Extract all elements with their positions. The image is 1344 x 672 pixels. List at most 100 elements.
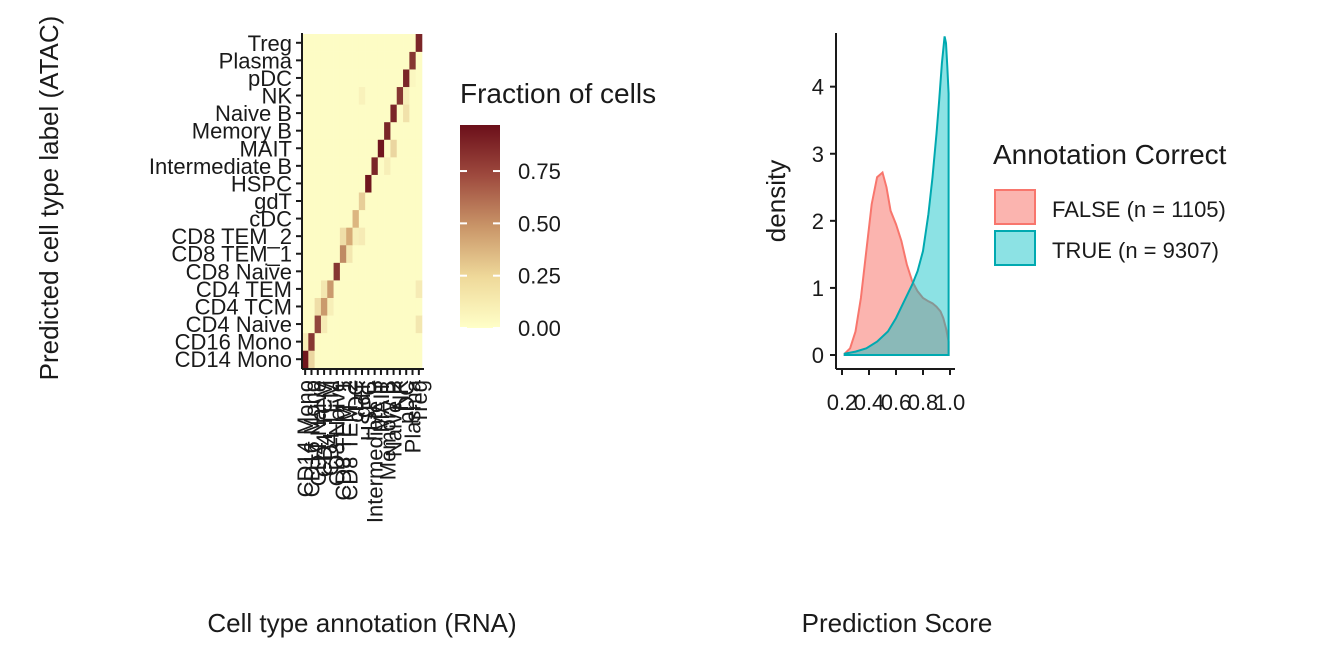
heatmap-x-tick-label: CD4 Naive	[306, 380, 331, 486]
heatmap-cell	[371, 51, 379, 70]
heatmap-cell	[415, 34, 423, 52]
heatmap-cell	[346, 51, 353, 70]
heatmap-x-axis-title: Cell type annotation (RNA)	[207, 608, 516, 638]
heatmap-cell	[308, 104, 315, 123]
density-y-tick-label: 4	[812, 75, 824, 100]
legend-key-false	[994, 189, 1036, 225]
heatmap-cell	[390, 51, 398, 70]
heatmap-cell	[365, 157, 372, 175]
heatmap-cell	[314, 332, 322, 351]
heatmap-cell	[377, 121, 385, 140]
heatmap-cell	[308, 262, 315, 281]
heatmap-cell	[314, 69, 322, 88]
heatmap-cell	[403, 297, 410, 316]
heatmap-cell	[390, 139, 398, 158]
heatmap-cell	[358, 86, 366, 105]
heatmap-cell	[320, 350, 328, 369]
heatmap-cell	[384, 244, 391, 263]
heatmap-y-tick-label: Treg	[248, 31, 292, 56]
heatmap-cell	[308, 174, 315, 193]
heatmap-cell	[396, 192, 404, 211]
heatmap-cell	[327, 350, 334, 369]
heatmap-cell	[308, 315, 315, 334]
heatmap-cell	[308, 280, 315, 298]
heatmap-cell	[333, 297, 341, 316]
heatmap-cell	[308, 227, 315, 246]
heatmap-cell	[352, 157, 360, 175]
heatmap-x-tick-label: Treg	[407, 380, 432, 424]
heatmap-cell	[384, 34, 391, 52]
density-x-tick-label: 0.4	[854, 390, 885, 415]
heatmap-cell	[308, 192, 315, 211]
heatmap-cell	[377, 244, 385, 263]
heatmap-y-tick-label: MAIT	[239, 136, 292, 161]
heatmap-cell	[415, 86, 423, 105]
heatmap-cell	[314, 121, 322, 140]
heatmap-cell	[390, 209, 398, 228]
heatmap-cell	[409, 104, 416, 123]
heatmap-cell	[371, 69, 379, 88]
heatmap-cell	[320, 51, 328, 70]
heatmap-cell	[302, 315, 309, 334]
heatmap-y-tick-label: CD4 Naive	[186, 312, 292, 337]
heatmap-cell	[333, 192, 341, 211]
heatmap-cell	[390, 262, 398, 281]
heatmap-cell	[314, 280, 322, 298]
heatmap-cell	[346, 69, 353, 88]
heatmap-cell	[352, 244, 360, 263]
heatmap-cell	[314, 350, 322, 369]
heatmap-cell	[371, 121, 379, 140]
heatmap-cell	[314, 174, 322, 193]
heatmap-cell	[327, 244, 334, 263]
heatmap-cell	[358, 121, 366, 140]
heatmap-y-tick-label: gdT	[254, 189, 292, 214]
heatmap-cell	[396, 86, 404, 105]
heatmap-cell	[352, 297, 360, 316]
heatmap-cell	[377, 280, 385, 298]
heatmap-cell	[371, 157, 379, 175]
heatmap-cell	[346, 350, 353, 369]
density-y-tick-label: 1	[812, 276, 824, 301]
heatmap-cell	[302, 86, 309, 105]
heatmap-cell	[302, 262, 309, 281]
heatmap-cell	[415, 262, 423, 281]
heatmap-x-tick-label: cDC	[344, 380, 369, 423]
heatmap-cell	[327, 209, 334, 228]
heatmap-cell	[365, 297, 372, 316]
heatmap-y-tick-label: CD14 Mono	[175, 347, 292, 372]
heatmap-cell	[390, 69, 398, 88]
heatmap-cell	[352, 332, 360, 351]
heatmap-cell	[308, 157, 315, 175]
heatmap-cell	[339, 227, 347, 246]
heatmap-cell	[302, 104, 309, 123]
colorbar-legend: Fraction of cells 0.00 0.25 0.50 0.75	[460, 78, 656, 341]
legend-label-true: TRUE (n = 9307)	[1052, 238, 1219, 263]
heatmap-cell	[339, 69, 347, 88]
heatmap-y-tick-label: CD16 Mono	[175, 330, 292, 355]
heatmap-cell	[302, 227, 309, 246]
heatmap-cell	[396, 297, 404, 316]
heatmap-cell	[377, 315, 385, 334]
heatmap-cell	[333, 104, 341, 123]
heatmap-cell	[409, 315, 416, 334]
heatmap-cell	[396, 209, 404, 228]
heatmap-cell	[403, 227, 410, 246]
heatmap-cell	[365, 332, 372, 351]
heatmap-cell	[339, 192, 347, 211]
heatmap-cell	[346, 280, 353, 298]
heatmap-cell	[333, 69, 341, 88]
heatmap-cell	[314, 51, 322, 70]
heatmap-cell	[365, 86, 372, 105]
heatmap-cell	[352, 315, 360, 334]
heatmap-cell	[339, 86, 347, 105]
colorbar-ticks: 0.00 0.25 0.50 0.75	[460, 159, 561, 341]
heatmap-cell	[302, 174, 309, 193]
heatmap-cell	[333, 315, 341, 334]
heatmap-cell	[415, 192, 423, 211]
heatmap-cell	[308, 51, 315, 70]
heatmap-cell	[403, 51, 410, 70]
heatmap-cell	[333, 332, 341, 351]
heatmap-cell	[371, 174, 379, 193]
heatmap-cell	[403, 69, 410, 88]
